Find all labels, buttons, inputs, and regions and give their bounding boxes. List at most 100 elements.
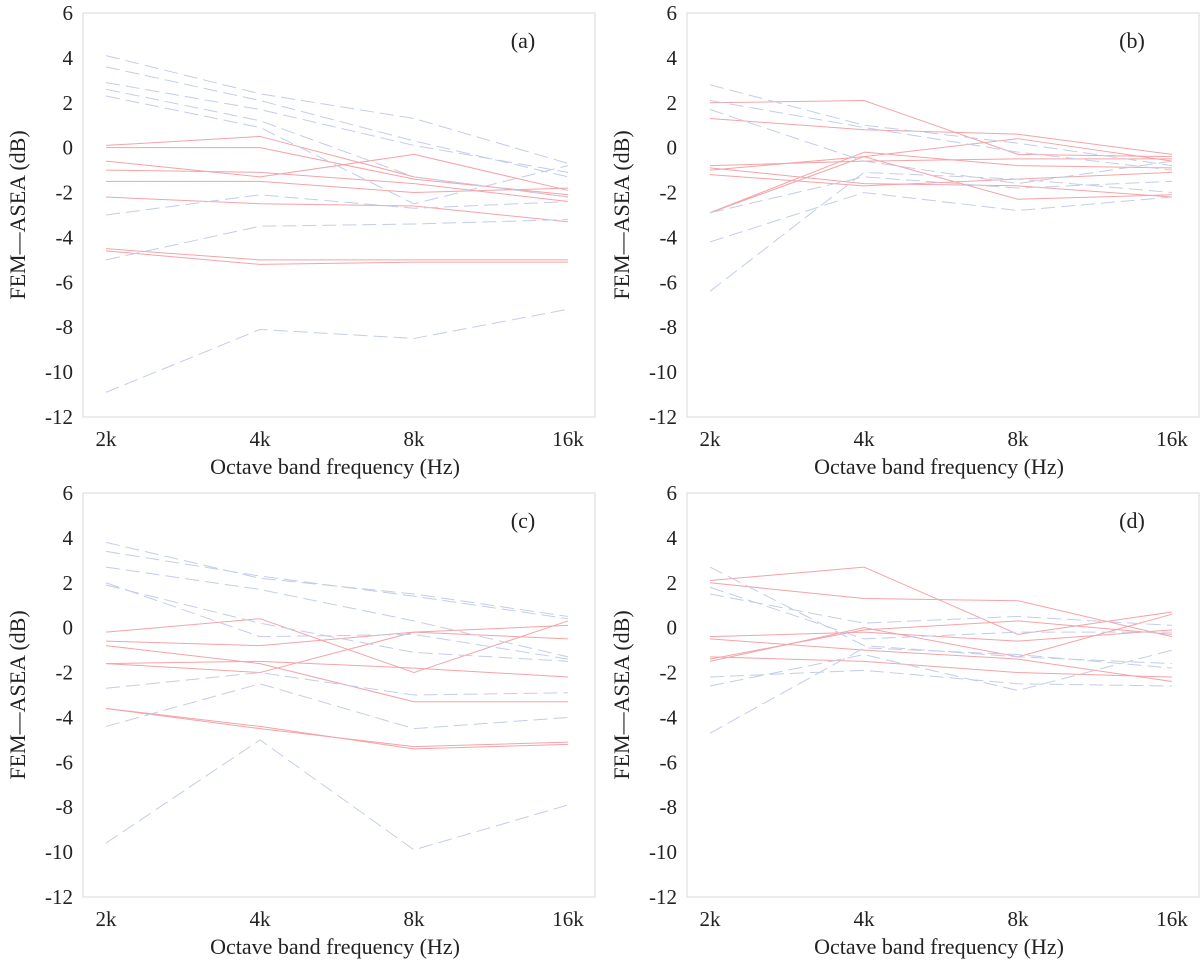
plot-frame bbox=[82, 12, 596, 418]
y-axis-label: FEM—ASEA (dB) bbox=[5, 610, 30, 779]
y-tick-label: -4 bbox=[660, 705, 678, 729]
series-line-solid-7 bbox=[709, 620, 1173, 660]
series-line-dashed-7 bbox=[105, 218, 569, 261]
y-tick-label: 4 bbox=[63, 46, 74, 70]
series-line-dashed-5 bbox=[709, 649, 1173, 692]
y-tick-label: 2 bbox=[63, 91, 74, 115]
series-line-solid-7 bbox=[105, 707, 569, 750]
y-tick-label: 6 bbox=[667, 1, 678, 25]
y-tick-label: -12 bbox=[649, 885, 677, 909]
series-line-dashed-1 bbox=[709, 84, 1173, 167]
plot-frame bbox=[82, 492, 596, 898]
x-tick-label: 16k bbox=[552, 427, 584, 451]
series-line-solid-3 bbox=[105, 645, 568, 703]
y-tick-label: 4 bbox=[667, 526, 678, 550]
y-tick-label: -10 bbox=[45, 360, 73, 384]
x-tick-labels: 2k 4k 8k 16k bbox=[96, 907, 585, 931]
y-tick-label: 0 bbox=[667, 136, 678, 160]
series-line-dashed-6 bbox=[709, 647, 1173, 734]
x-tick-label: 8k bbox=[404, 907, 426, 931]
series-line-dashed-5 bbox=[709, 192, 1173, 243]
series-layer bbox=[105, 541, 569, 851]
x-tick-label: 8k bbox=[404, 427, 426, 451]
series-line-solid-4 bbox=[105, 624, 569, 674]
y-axis-label: FEM—ASEA (dB) bbox=[609, 130, 634, 299]
x-tick-label: 16k bbox=[1156, 907, 1188, 931]
x-tick-label: 4k bbox=[854, 907, 876, 931]
y-tick-label: 2 bbox=[667, 571, 678, 595]
y-tick-label: -2 bbox=[660, 181, 678, 205]
y-tick-label: -8 bbox=[56, 795, 74, 819]
y-tick-label: -4 bbox=[56, 225, 74, 249]
y-tick-label: 6 bbox=[63, 1, 74, 25]
y-tick-label: -8 bbox=[660, 315, 678, 339]
series-line-dashed-7 bbox=[105, 683, 569, 730]
plot-frame bbox=[686, 12, 1200, 418]
x-tick-label: 8k bbox=[1008, 427, 1030, 451]
panel-label: (b) bbox=[1119, 28, 1145, 53]
y-axis-label: FEM—ASEA (dB) bbox=[609, 610, 634, 779]
y-tick-label: 6 bbox=[63, 481, 74, 505]
series-line-dashed-5 bbox=[105, 95, 569, 205]
series-line-dashed-2 bbox=[709, 100, 1173, 171]
series-line-dashed-1 bbox=[709, 566, 1173, 665]
series-layer bbox=[105, 55, 569, 393]
y-tick-label: -12 bbox=[45, 885, 73, 909]
series-line-solid-6 bbox=[105, 707, 569, 748]
y-tick-label: -12 bbox=[649, 405, 677, 429]
x-tick-label: 2k bbox=[700, 427, 722, 451]
x-axis-label: Octave band frequency (Hz) bbox=[210, 454, 460, 479]
y-tick-label: 4 bbox=[63, 526, 74, 550]
panel-c: 6 4 2 0 -2 -4 -6 -8 -10 -12 2k 4k 8k 16k (c) Octave … bbox=[5, 481, 596, 959]
y-tick-label: -8 bbox=[660, 795, 678, 819]
y-tick-label: -2 bbox=[660, 661, 678, 685]
y-tick-label: -10 bbox=[45, 840, 73, 864]
series-line-dashed-3 bbox=[105, 82, 569, 173]
series-line-solid-6 bbox=[709, 156, 1173, 214]
series-line-dashed-4 bbox=[105, 582, 569, 660]
series-line-solid-1 bbox=[709, 100, 1173, 158]
series-line-solid-8 bbox=[105, 250, 568, 265]
y-tick-label: -6 bbox=[56, 750, 74, 774]
series-line-solid-4 bbox=[709, 138, 1173, 171]
y-tick-labels: 6 4 2 0 -2 -4 -6 -8 -10 -12 bbox=[45, 481, 74, 909]
series-line-dashed-5 bbox=[105, 584, 569, 662]
series-line-solid-5 bbox=[105, 660, 569, 678]
y-tick-label: -10 bbox=[649, 840, 677, 864]
series-line-dashed-4 bbox=[709, 669, 1173, 687]
y-tick-label: 0 bbox=[63, 136, 74, 160]
series-line-solid-1 bbox=[709, 566, 1173, 635]
x-axis-label: Octave band frequency (Hz) bbox=[814, 454, 1064, 479]
y-tick-label: -2 bbox=[56, 661, 74, 685]
y-tick-label: -8 bbox=[56, 315, 74, 339]
x-tick-label: 2k bbox=[96, 427, 118, 451]
panel-label: (a) bbox=[511, 28, 535, 53]
y-tick-label: 0 bbox=[63, 616, 74, 640]
series-line-dashed-1 bbox=[105, 541, 569, 617]
plot-frame bbox=[686, 492, 1200, 898]
series-line-dashed-8 bbox=[105, 308, 569, 393]
y-tick-label: -10 bbox=[649, 360, 677, 384]
series-line-solid-5 bbox=[709, 656, 1173, 678]
y-tick-labels: 6 4 2 0 -2 -4 -6 -8 -10 -12 bbox=[649, 1, 678, 429]
x-axis-label: Octave band frequency (Hz) bbox=[814, 934, 1064, 959]
series-line-dashed-3 bbox=[105, 566, 569, 658]
series-line-solid-8 bbox=[709, 167, 1173, 198]
y-tick-label: 2 bbox=[667, 91, 678, 115]
x-tick-label: 4k bbox=[250, 907, 272, 931]
y-tick-label: -6 bbox=[660, 750, 678, 774]
series-line-solid-2 bbox=[105, 631, 569, 647]
y-tick-label: 4 bbox=[667, 46, 678, 70]
y-tick-label: -4 bbox=[56, 705, 74, 729]
y-tick-labels: 6 4 2 0 -2 -4 -6 -8 -10 -12 bbox=[649, 481, 678, 909]
x-tick-label: 16k bbox=[552, 907, 584, 931]
series-line-solid-2 bbox=[709, 117, 1173, 155]
y-axis-label: FEM—ASEA (dB) bbox=[5, 130, 30, 299]
y-tick-label: -2 bbox=[56, 181, 74, 205]
x-tick-label: 16k bbox=[1156, 427, 1188, 451]
x-axis-label: Octave band frequency (Hz) bbox=[210, 934, 460, 959]
x-tick-label: 4k bbox=[250, 427, 272, 451]
panel-a: 6 4 2 0 -2 -4 -6 -8 -10 -12 2k 4k 8k 16k (a) Octave … bbox=[5, 1, 596, 479]
panel-b: 6 4 2 0 -2 -4 -6 -8 -10 -12 2k 4k 8k 16k (b) Octave … bbox=[609, 1, 1200, 479]
